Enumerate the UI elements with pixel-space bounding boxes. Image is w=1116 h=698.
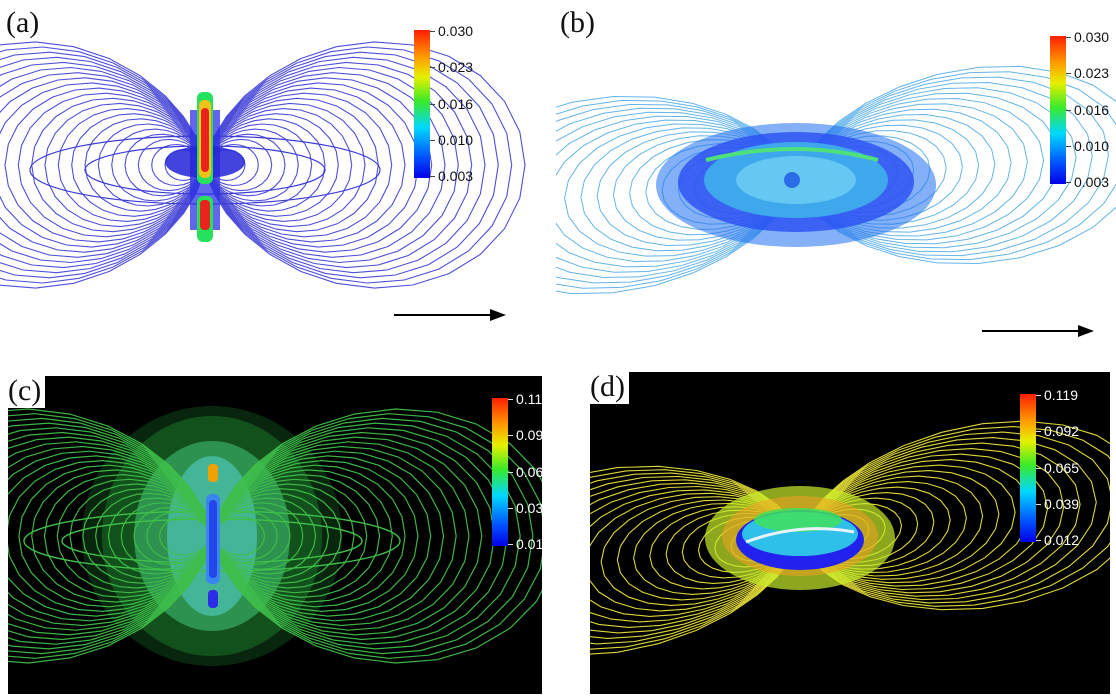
panel-a-colorbar-label: 0.010 [438, 132, 474, 148]
panel-c-colorbar-label: 0.065 [516, 464, 552, 480]
panel-c-label: (c) [8, 376, 46, 408]
panel-d-colorbar-label: 0.092 [1044, 423, 1080, 439]
panel-a-colorbar-label: 0.016 [438, 96, 474, 112]
panel-d-colorbar-label: 0.039 [1044, 496, 1080, 512]
panel-b-colorbar-label: 0.010 [1074, 138, 1110, 154]
panel-a-colorbar-label: 0.023 [438, 59, 474, 75]
panel-b-label: (b) [560, 6, 595, 39]
panel-b-colorbar: 0.030 0.023 0.016 0.010 0.003 [1050, 30, 1109, 189]
panel-a-colorbar: 0.030 0.023 0.016 0.010 0.003 [414, 24, 473, 183]
panel-d-label: (d) [590, 372, 629, 404]
panel-b-colorbar-label: 0.030 [1074, 29, 1110, 45]
panel-a-label: (a) [6, 6, 40, 39]
panel-a-colorbar-label: 0.030 [438, 23, 474, 39]
panel-d-colorbar-label: 0.012 [1044, 532, 1080, 548]
panel-b: (b) 0.030 0.023 0.016 0.010 0.003 [556, 0, 1116, 350]
panel-b-colorbar-label: 0.016 [1074, 102, 1110, 118]
panel-a-direction-arrow [394, 309, 506, 321]
panel-a-colorbar-label: 0.003 [438, 168, 474, 184]
panel-d-colorbar-label: 0.065 [1044, 460, 1080, 476]
panel-c-field-lines [8, 406, 542, 666]
panel-b-colorbar-label: 0.003 [1074, 174, 1110, 190]
panel-c-colorbar-label: 0.119 [516, 391, 550, 407]
panel-d-colorbar: 0.119 0.092 0.065 0.039 0.012 [1020, 388, 1079, 547]
panel-b-direction-arrow [982, 325, 1094, 337]
panel-b-field-lines [556, 65, 1116, 295]
panel-c-colorbar-label: 0.092 [516, 427, 552, 443]
panel-d-colorbar-label: 0.119 [1044, 387, 1078, 403]
panel-c-colorbar: 0.119 0.092 0.065 0.039 0.012 [492, 392, 551, 551]
panel-d-field-lines [590, 420, 1110, 655]
panel-b-colorbar-label: 0.023 [1074, 65, 1110, 81]
panel-d: (d) 0.119 0.092 0.065 0.039 0.012 [590, 372, 1110, 694]
panel-c-colorbar-label: 0.039 [516, 500, 552, 516]
panel-c: (c) 0.119 0.092 0.065 0.039 0.012 [8, 376, 551, 694]
panel-a: (a) 0.030 0.023 0.016 0.010 0.003 [0, 0, 540, 340]
panel-a-field-lines [0, 41, 526, 289]
panel-c-colorbar-label: 0.012 [516, 536, 552, 552]
